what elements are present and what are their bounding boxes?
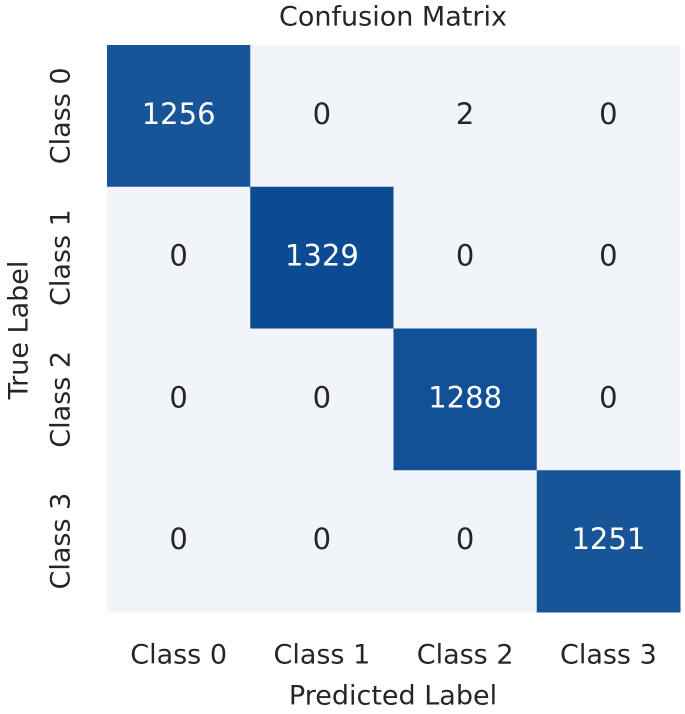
heatmap-cell [536, 186, 681, 329]
heatmap-cell [536, 328, 681, 471]
y-tick-label: Class 0 [46, 67, 77, 164]
cell-label: 0 [313, 97, 331, 131]
x-tick-label: Class 0 [130, 640, 227, 671]
cell-label: 0 [456, 522, 474, 556]
y-tick-label: Class 1 [46, 209, 77, 306]
cell-label: 0 [169, 239, 187, 273]
heatmap-cell [536, 470, 681, 613]
cell-label: 1329 [285, 239, 359, 273]
heatmap-cell [250, 470, 394, 613]
heatmap-cell [536, 45, 681, 188]
heatmap-cell [107, 328, 251, 471]
heatmap-cell [393, 186, 538, 329]
heatmap-cell [107, 186, 251, 329]
cell-label: 0 [169, 380, 187, 414]
cell-label: 0 [313, 522, 331, 556]
x-tick-label: Class 2 [417, 640, 514, 671]
heatmap-cell [250, 186, 394, 329]
y-tick-label: Class 3 [46, 493, 77, 590]
cell-label: 0 [599, 239, 617, 273]
cell-label: 0 [313, 380, 331, 414]
heatmap-cell [107, 470, 251, 613]
heatmap-cell [393, 470, 538, 613]
heatmap-cell [393, 328, 538, 471]
cell-label: 0 [169, 522, 187, 556]
chart-title: Confusion Matrix [279, 2, 507, 33]
x-axis-label: Predicted Label [289, 681, 497, 712]
cell-label: 1288 [428, 380, 502, 414]
x-tick-label: Class 1 [273, 640, 370, 671]
heatmap-cell [250, 328, 394, 471]
cell-label: 0 [599, 97, 617, 131]
heatmap-cell [393, 45, 538, 188]
cell-label: 2 [456, 97, 474, 131]
cell-label: 0 [456, 239, 474, 273]
heatmap-cell [107, 45, 251, 188]
cell-label: 1251 [571, 522, 645, 556]
y-axis-label: True Label [4, 261, 35, 401]
heatmap-cell [250, 45, 394, 188]
cell-label: 0 [599, 380, 617, 414]
x-tick-label: Class 3 [560, 640, 657, 671]
cell-label: 1256 [142, 97, 216, 131]
y-tick-label: Class 2 [46, 351, 77, 448]
